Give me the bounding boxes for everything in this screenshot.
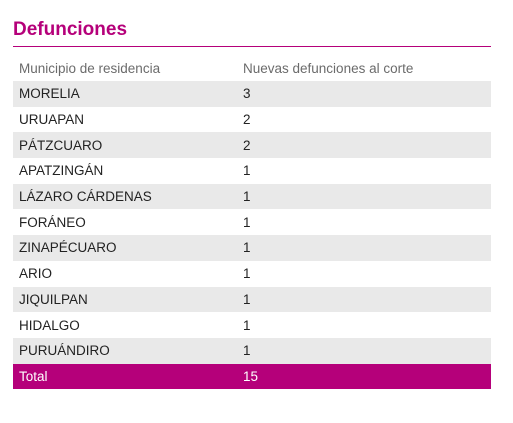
table-row: JIQUILPAN 1 bbox=[13, 286, 491, 313]
cell-municipio: MORELIA bbox=[13, 81, 237, 107]
table-row: HIDALGO 1 bbox=[13, 312, 491, 338]
table-row: MORELIA 3 bbox=[13, 81, 491, 107]
cell-defunciones: 1 bbox=[237, 286, 491, 313]
cell-municipio: FORÁNEO bbox=[13, 209, 237, 236]
header-defunciones: Nuevas defunciones al corte bbox=[243, 61, 414, 76]
table-row: PURUÁNDIRO 1 bbox=[13, 337, 491, 364]
total-label: Total bbox=[13, 363, 237, 390]
cell-municipio: ZINAPÉCUARO bbox=[13, 235, 237, 261]
cell-defunciones: 2 bbox=[237, 132, 491, 159]
cell-defunciones: 1 bbox=[237, 260, 491, 287]
table-row: APATZINGÁN 1 bbox=[13, 158, 491, 184]
widget-title: Defunciones bbox=[13, 0, 491, 47]
cell-defunciones: 3 bbox=[237, 81, 491, 107]
cell-municipio: ARIO bbox=[13, 260, 237, 287]
cell-municipio: HIDALGO bbox=[13, 312, 237, 338]
cell-defunciones: 1 bbox=[237, 183, 491, 210]
cell-defunciones: 1 bbox=[237, 337, 491, 364]
table-row: ARIO 1 bbox=[13, 260, 491, 287]
cell-municipio: APATZINGÁN bbox=[13, 158, 237, 184]
table-header-row: Municipio de residencia Nuevas defuncion… bbox=[13, 56, 491, 81]
table-row: URUAPAN 2 bbox=[13, 106, 491, 133]
cell-municipio: JIQUILPAN bbox=[13, 286, 237, 313]
total-row: Total 15 bbox=[13, 363, 491, 390]
cell-defunciones: 1 bbox=[237, 158, 491, 184]
table-row: ZINAPÉCUARO 1 bbox=[13, 235, 491, 261]
cell-municipio: URUAPAN bbox=[13, 106, 237, 133]
cell-defunciones: 2 bbox=[237, 106, 491, 133]
defunciones-widget: Defunciones Municipio de residencia Nuev… bbox=[13, 0, 491, 390]
header-municipio: Municipio de residencia bbox=[19, 61, 161, 76]
cell-municipio: LÁZARO CÁRDENAS bbox=[13, 183, 237, 210]
table-row: FORÁNEO 1 bbox=[13, 209, 491, 236]
cell-defunciones: 1 bbox=[237, 312, 491, 338]
cell-defunciones: 1 bbox=[237, 235, 491, 261]
cell-defunciones: 1 bbox=[237, 209, 491, 236]
table-row: LÁZARO CÁRDENAS 1 bbox=[13, 183, 491, 210]
table-row: PÁTZCUARO 2 bbox=[13, 132, 491, 159]
defunciones-table: Municipio de residencia Nuevas defuncion… bbox=[13, 56, 491, 390]
cell-municipio: PÁTZCUARO bbox=[13, 132, 237, 159]
cell-municipio: PURUÁNDIRO bbox=[13, 337, 237, 364]
total-value: 15 bbox=[237, 363, 491, 390]
